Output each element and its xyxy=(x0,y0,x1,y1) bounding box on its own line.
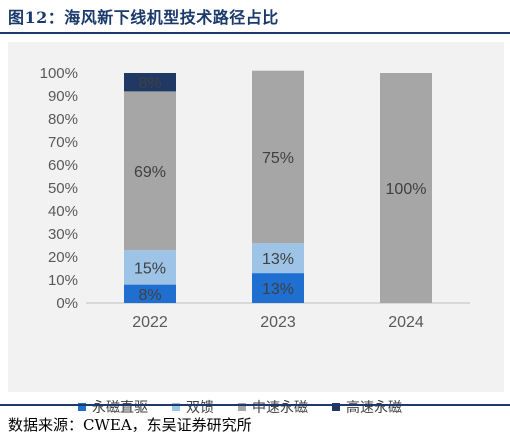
x-tick-label: 2024 xyxy=(388,314,424,331)
title-rule xyxy=(0,32,510,34)
data-label: 8% xyxy=(138,287,161,304)
legend-label: 高速永磁 xyxy=(346,400,402,416)
y-tick-label: 100% xyxy=(40,65,78,82)
bar-segment xyxy=(252,243,304,274)
y-tick-label: 70% xyxy=(48,134,78,151)
bar-segment xyxy=(124,284,176,303)
legend-item: 高速永磁 xyxy=(332,397,402,417)
y-tick-label: 60% xyxy=(48,157,78,174)
y-tick-label: 40% xyxy=(48,203,78,220)
data-label: 13% xyxy=(262,281,294,298)
x-tick-label: 2022 xyxy=(132,314,168,331)
legend-label: 中速永磁 xyxy=(252,400,308,416)
x-tick-label: 2023 xyxy=(260,314,296,331)
data-label: 8% xyxy=(138,75,161,92)
data-label: 69% xyxy=(134,164,166,181)
source-note: 数据来源：CWEA，东吴证券研究所 xyxy=(8,416,252,434)
legend-swatch xyxy=(332,403,340,411)
bar-segment xyxy=(124,91,176,251)
data-label: 75% xyxy=(262,150,294,167)
legend-swatch xyxy=(238,403,246,411)
y-tick-label: 30% xyxy=(48,226,78,243)
bar-segment xyxy=(252,70,304,244)
y-tick-label: 0% xyxy=(56,295,78,312)
stacked-bar-chart: 0% 10% 20% 30% 40% 50% 60% 70% 80% 90% 100% 8% 15% 69… xyxy=(40,65,470,331)
bar-segment xyxy=(252,273,304,303)
legend-swatch xyxy=(78,403,86,411)
chart-panel: 0% 10% 20% 30% 40% 50% 60% 70% 80% 90% 100% 8% 15% 69… xyxy=(8,42,504,416)
data-label: 15% xyxy=(134,260,166,277)
bar-segment xyxy=(124,73,176,92)
y-tick-label: 10% xyxy=(48,272,78,289)
y-tick-label: 50% xyxy=(48,180,78,197)
y-tick-label: 90% xyxy=(48,88,78,105)
footer-rule xyxy=(0,404,510,406)
title-row: 图12：海风新下线机型技术路径占比 xyxy=(0,0,510,34)
y-tick-label: 80% xyxy=(48,111,78,128)
bar-segment xyxy=(380,73,432,303)
legend-swatch xyxy=(172,403,180,411)
figure-title: 图12：海风新下线机型技术路径占比 xyxy=(8,8,279,27)
data-label: 13% xyxy=(262,251,294,268)
y-tick-label: 20% xyxy=(48,249,78,266)
data-label: 100% xyxy=(386,181,427,198)
bar-segment xyxy=(124,250,176,285)
